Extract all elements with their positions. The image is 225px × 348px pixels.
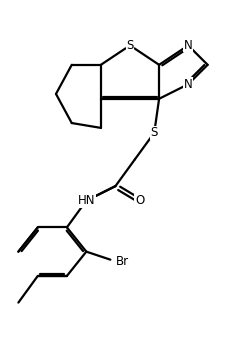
- Text: Br: Br: [115, 255, 128, 268]
- Text: N: N: [183, 78, 192, 91]
- Text: HN: HN: [77, 194, 95, 207]
- Text: O: O: [135, 194, 144, 207]
- Text: S: S: [150, 126, 157, 139]
- Text: S: S: [126, 39, 133, 52]
- Text: N: N: [183, 39, 192, 52]
